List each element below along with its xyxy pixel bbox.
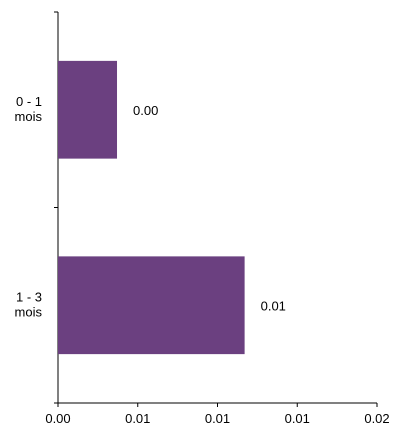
bars <box>58 60 245 355</box>
x-tick-label: 0.01 <box>125 411 150 426</box>
bar-value-label: 0.00 <box>133 103 158 118</box>
bar <box>58 256 245 355</box>
x-tick-label: 0.01 <box>205 411 230 426</box>
bar-value-label: 0.01 <box>261 298 286 313</box>
x-tick-label: 0.02 <box>364 411 389 426</box>
x-axis-ticks <box>57 403 378 407</box>
category-label: 0 - 1 mois <box>15 94 43 124</box>
x-tick-label: 0.01 <box>285 411 310 426</box>
y-axis-ticks <box>54 11 58 404</box>
x-tick-label: 0.00 <box>45 411 70 426</box>
x-tick-labels: 0.00 0.01 0.01 0.01 0.02 <box>45 411 389 426</box>
category-label: 1 - 3 mois <box>15 289 43 319</box>
data-labels: 0.00 0.01 <box>133 103 286 314</box>
bar <box>58 60 118 159</box>
category-labels: 0 - 1 mois 1 - 3 mois <box>15 94 43 320</box>
